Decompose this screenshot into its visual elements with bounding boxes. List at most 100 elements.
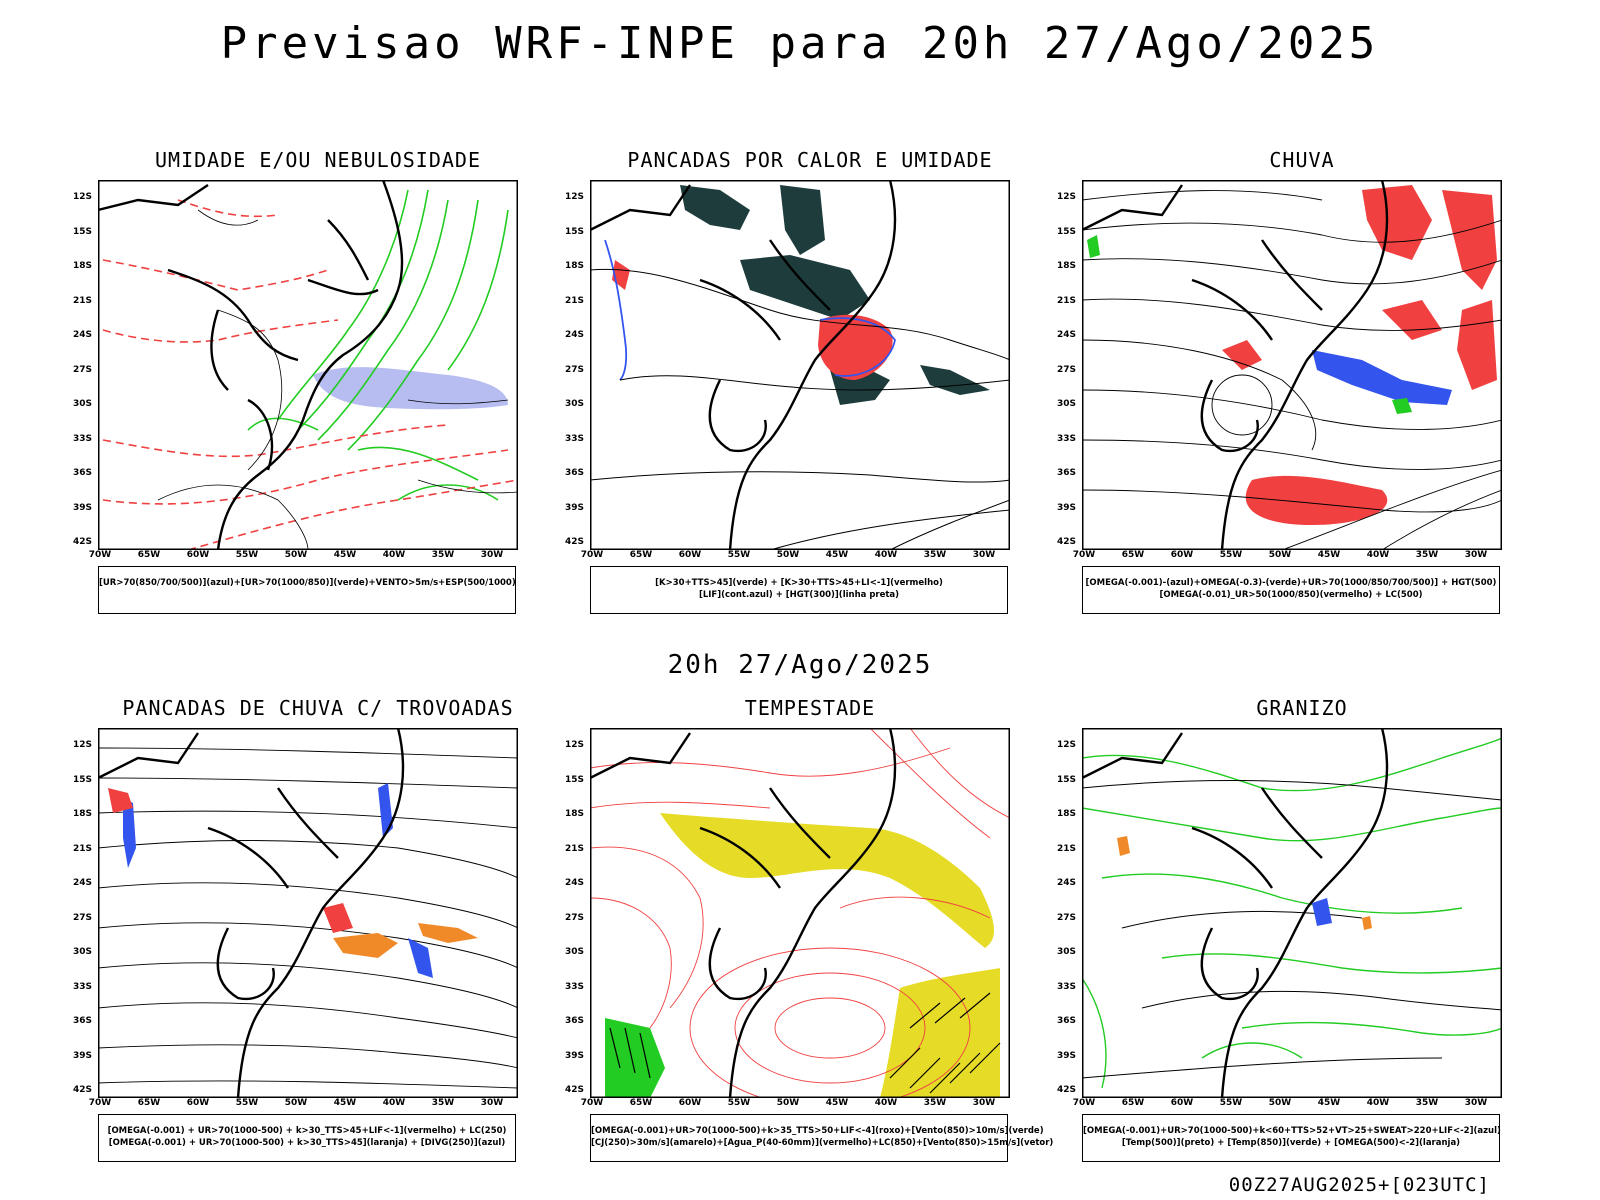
map-pancadas-calor bbox=[590, 180, 1010, 550]
run-timestamp: 00Z27AUG2025+[023UTC] bbox=[1228, 1174, 1490, 1196]
lat-tick-label: 15S bbox=[1056, 226, 1076, 237]
panel-title: PANCADAS POR CALOR E UMIDADE bbox=[627, 148, 993, 172]
lat-tick-label: 24S bbox=[564, 878, 584, 888]
lat-tick-label: 12S bbox=[564, 740, 584, 750]
lon-tick-label: 40W bbox=[1366, 550, 1390, 560]
thickness-red-dashed bbox=[102, 199, 518, 550]
lon-tick-label: 65W bbox=[1121, 550, 1145, 560]
lat-tick-label: 30S bbox=[564, 947, 584, 957]
lon-tick-label: 55W bbox=[727, 550, 751, 560]
lat-tick-label: 42S bbox=[1056, 537, 1076, 547]
lat-tick-label: 15S bbox=[1056, 774, 1076, 785]
lon-tick-label: 50W bbox=[1268, 550, 1292, 560]
lat-tick-label: 33S bbox=[564, 433, 584, 444]
lon-tick-label: 60W bbox=[678, 550, 702, 560]
lon-tick-label: 70W bbox=[88, 1098, 112, 1108]
lon-tick-label: 55W bbox=[235, 550, 259, 560]
lat-tick-label: 39S bbox=[564, 502, 584, 513]
lat-tick-label: 39S bbox=[72, 1050, 92, 1061]
lon-tick-label: 60W bbox=[1170, 1098, 1194, 1108]
omega-orange bbox=[1117, 836, 1372, 930]
lat-tick-label: 36S bbox=[564, 468, 584, 478]
coastlines-borders bbox=[98, 180, 404, 550]
lon-tick-label: 70W bbox=[580, 1098, 604, 1108]
lon-tick-label: 35W bbox=[923, 550, 947, 560]
lat-tick-label: 24S bbox=[1056, 330, 1076, 340]
legend: [OMEGA(-0.001)+UR>70(1000-500)+k<60+TTS>… bbox=[1082, 1114, 1501, 1162]
lon-tick-label: 55W bbox=[727, 1098, 751, 1108]
lon-tick-label: 50W bbox=[776, 550, 800, 560]
lon-tick-label: 65W bbox=[629, 550, 653, 560]
lat-tick-label: 36S bbox=[72, 468, 92, 478]
lat-tick-label: 15S bbox=[72, 226, 92, 237]
panel-umidade: UMIDADE E/OU NEBULOSIDADE bbox=[68, 148, 568, 638]
lon-tick-label: 35W bbox=[431, 1098, 455, 1108]
omega-green bbox=[1087, 235, 1412, 414]
lat-tick-label: 39S bbox=[72, 502, 92, 513]
panel-chuva: CHUVA bbox=[1052, 148, 1552, 638]
lat-tick-label: 33S bbox=[72, 981, 92, 992]
omega-blue bbox=[1312, 350, 1452, 405]
streamlines-black bbox=[98, 747, 518, 1089]
map-umidade bbox=[98, 180, 518, 550]
pressure-isobars bbox=[157, 209, 518, 550]
lat-tick-label: 12S bbox=[564, 192, 584, 202]
lon-tick-label: 45W bbox=[1317, 1098, 1341, 1108]
k-tts-dark-teal bbox=[680, 185, 990, 405]
panel-title: GRANIZO bbox=[1256, 696, 1348, 720]
lon-tick-label: 35W bbox=[1415, 1098, 1439, 1108]
lat-tick-label: 30S bbox=[1056, 399, 1076, 409]
lon-tick-label: 45W bbox=[333, 1098, 357, 1108]
lat-tick-label: 21S bbox=[1056, 295, 1076, 306]
lat-tick-label: 33S bbox=[1056, 433, 1076, 444]
lat-tick-label: 12S bbox=[72, 192, 92, 202]
lat-tick-label: 21S bbox=[72, 295, 92, 306]
lat-tick-label: 33S bbox=[72, 433, 92, 444]
lat-tick-label: 36S bbox=[72, 1016, 92, 1026]
map-granizo bbox=[1082, 728, 1502, 1098]
panel-title: PANCADAS DE CHUVA C/ TROVOADAS bbox=[122, 696, 514, 720]
lat-tick-label: 30S bbox=[1056, 947, 1076, 957]
legend: [UR>70(850/700/500)](azul)+[UR>70(1000/8… bbox=[98, 566, 516, 614]
lon-tick-label: 55W bbox=[235, 1098, 259, 1108]
panel-pancadas-trovoadas: PANCADAS DE CHUVA C/ TROVOADAS bbox=[68, 696, 568, 1186]
humidity-1000-850-green bbox=[247, 189, 509, 501]
panel-pancadas-calor: PANCADAS POR CALOR E UMIDADE bbox=[560, 148, 1060, 638]
lon-tick-label: 35W bbox=[1415, 550, 1439, 560]
lon-tick-label: 40W bbox=[382, 550, 406, 560]
panel-granizo: GRANIZO bbox=[1052, 696, 1552, 1186]
lat-tick-label: 39S bbox=[564, 1050, 584, 1061]
lon-tick-label: 65W bbox=[137, 550, 161, 560]
panel-title: UMIDADE E/OU NEBULOSIDADE bbox=[154, 148, 482, 172]
lon-tick-label: 65W bbox=[137, 1098, 161, 1108]
lat-tick-label: 42S bbox=[1056, 1085, 1076, 1095]
lon-tick-label: 30W bbox=[1464, 1098, 1488, 1108]
lon-tick-label: 40W bbox=[874, 550, 898, 560]
lat-tick-label: 33S bbox=[564, 981, 584, 992]
lat-tick-label: 18S bbox=[564, 809, 584, 819]
lat-tick-label: 24S bbox=[1056, 878, 1076, 888]
vectors-black bbox=[609, 992, 1001, 1094]
lon-tick-label: 30W bbox=[480, 1098, 504, 1108]
lat-tick-label: 18S bbox=[72, 809, 92, 819]
jet-yellow bbox=[660, 813, 1000, 1098]
lat-tick-label: 18S bbox=[72, 261, 92, 271]
lat-tick-label: 27S bbox=[72, 364, 92, 375]
lat-tick-label: 27S bbox=[564, 912, 584, 923]
hgt300-black bbox=[590, 268, 1010, 550]
lat-tick-label: 30S bbox=[72, 947, 92, 957]
lon-tick-label: 45W bbox=[825, 1098, 849, 1108]
lat-tick-label: 15S bbox=[564, 226, 584, 237]
coastlines-borders bbox=[590, 728, 897, 1098]
lat-tick-label: 21S bbox=[564, 843, 584, 854]
map-tempestade bbox=[590, 728, 1010, 1098]
lat-tick-label: 21S bbox=[564, 295, 584, 306]
legend: [OMEGA(-0.001) + UR>70(1000-500) + k>30_… bbox=[98, 1114, 516, 1162]
main-title: Previsao WRF-INPE para 20h 27/Ago/2025 bbox=[220, 18, 1380, 69]
lon-tick-label: 35W bbox=[431, 550, 455, 560]
temp850-green bbox=[1082, 737, 1502, 1089]
lon-tick-label: 30W bbox=[972, 550, 996, 560]
lat-tick-label: 27S bbox=[72, 912, 92, 923]
lon-tick-label: 55W bbox=[1219, 550, 1243, 560]
lat-tick-label: 24S bbox=[72, 330, 92, 340]
